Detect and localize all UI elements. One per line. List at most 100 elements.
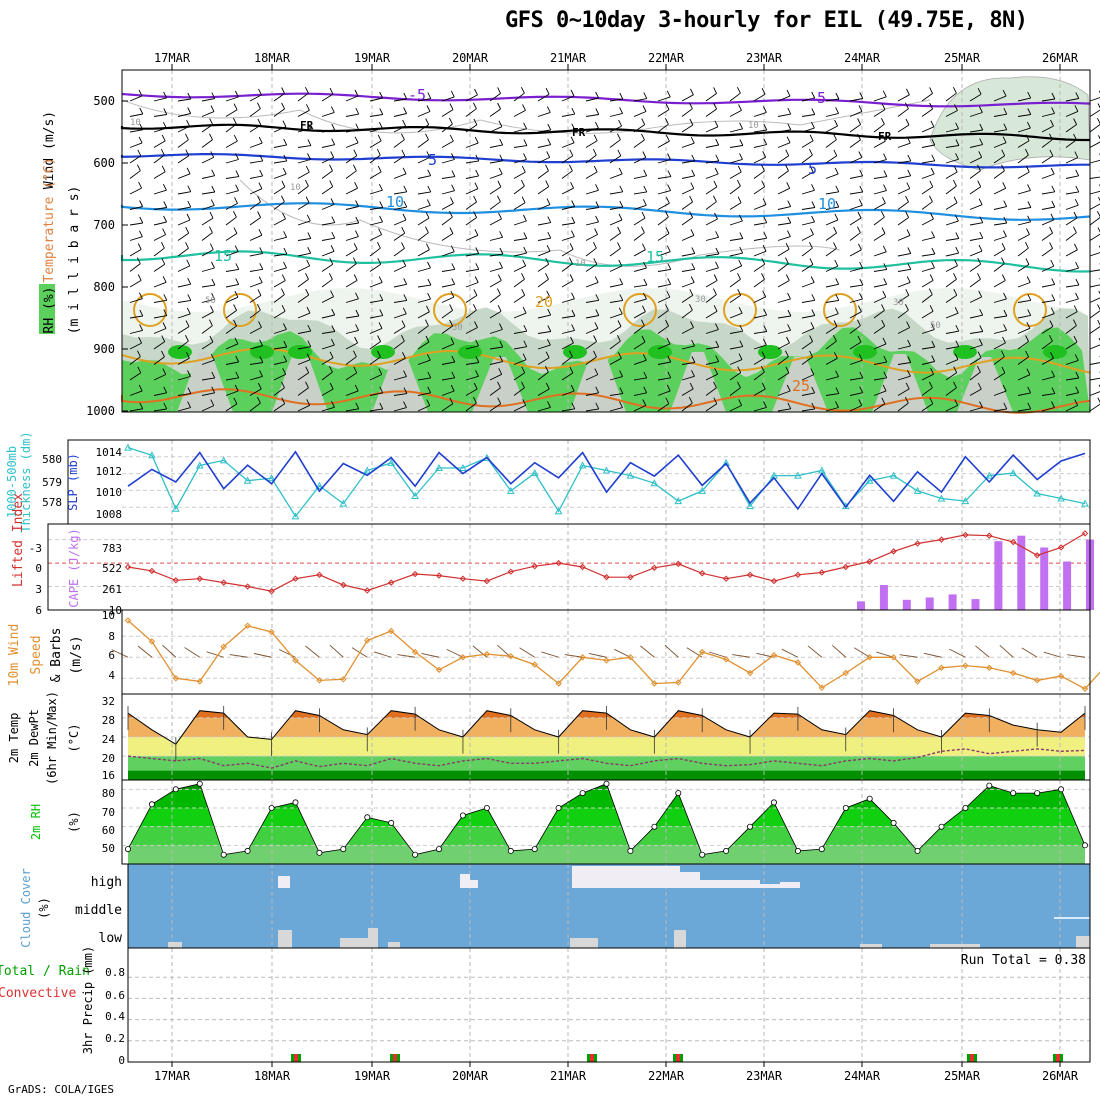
wind-barb-flag [233,134,238,142]
wind-barb [825,265,838,272]
wind-barb-flag [546,244,551,252]
wind-barb [585,299,599,303]
li-point [387,579,395,586]
wind-barb [633,232,645,241]
thickness-line [127,446,1086,518]
wind-barb-flag [955,139,960,146]
wind-barb-flag [331,231,336,239]
wind-barb [537,186,549,195]
wind-barb [537,263,549,272]
wind-barb-flag [401,149,406,157]
wind-barb-flag [305,366,310,373]
wind-barb-flag [666,337,671,345]
wind-barb [1089,310,1100,319]
wind-barb [417,405,430,412]
wind-barb [705,361,719,365]
thickness-tick: 579 [42,476,62,489]
wind-barb-flag [931,138,936,146]
wind10-barb [975,645,990,658]
cape-tick: 261 [102,583,122,596]
temp-contour-minus5 [121,92,1091,108]
wind-barb-flag [1026,368,1031,375]
temp2m-axis-label: (6hr Min/Max) [45,691,59,785]
rh2m-point [483,805,490,812]
wind-barb [177,357,190,365]
wind-barb [921,373,934,381]
wind-barb [945,110,958,117]
wind-barb [321,204,335,210]
wind-barb-flag [330,290,335,297]
wind-barb-flag [953,273,957,280]
wind-barb-flag [449,227,454,234]
temp-contour-15 [120,250,1091,273]
wind-barb-flag [329,351,334,359]
wind-barb [681,175,695,179]
wind10-point [148,638,156,645]
wind-barb [1041,299,1055,303]
wind-barb [465,188,479,195]
wind-barb [945,265,958,272]
wind-barb [969,237,983,241]
wind-barb [897,345,911,350]
rh-contour [121,99,931,134]
cloud-axis-label: Cloud Cover [19,868,33,947]
wind-barb-flag [859,278,864,286]
wind-barb [273,126,287,133]
wind-barb-flag [282,167,287,175]
wind-barb-flag [811,184,815,191]
rh2m-point [148,801,155,808]
wind-barb [153,234,166,241]
wind10-axis-label: 10m Wind [7,624,22,687]
wind-barb [513,92,525,102]
wind-barb-flag [690,321,694,328]
wind-barb-flag [354,230,359,237]
wind-barb [201,175,215,179]
wind-barb [969,250,983,257]
wind-barb-flag [571,200,576,207]
wind-barb-flag [857,243,862,251]
wind-barb-flag [211,278,216,286]
wind-barb-flag [1003,107,1008,115]
thickness-axis-label: 1000-500mb [5,446,19,518]
wind-barb [441,216,453,226]
wind-barb [201,377,215,381]
wind-barb [777,390,791,396]
wind-barb-flag [258,276,263,283]
rh2m-point [651,823,658,830]
wind-barb-flag [883,184,887,191]
wind-barb [945,312,959,319]
wind-barb [153,341,165,350]
wind-barb-flag [354,136,359,144]
contour-label: 20 [535,293,553,311]
wind-barb [297,330,311,334]
wind-barb [1017,314,1031,319]
wind-barb [873,377,887,381]
wind-barb-flag [210,399,215,406]
wind-barb-flag [1003,402,1008,410]
wind-barb [705,253,719,257]
li-point [1081,530,1089,537]
wind-barb [321,314,335,319]
wind-barb-flag [690,136,695,144]
wind-barb [465,253,479,257]
wind-barb [441,325,453,334]
wind-barb [729,372,741,381]
wind-barb-flag [715,261,719,269]
wind-barb-flag [928,195,933,202]
wind-barb-flag [906,136,911,144]
wind-barb [153,374,166,381]
wind-barb [1017,392,1031,396]
wind-barb [249,94,262,102]
wind10-point [770,651,778,659]
wind-barb-flag [1072,226,1077,233]
wind-barb [705,218,718,226]
wind-barb [465,234,479,241]
wind-barb-flag [594,276,599,283]
wind-barb-flag [978,198,983,205]
wind-barb [153,154,165,164]
wind-barb [177,232,189,241]
wind10-point [722,656,730,663]
wind-barb [1017,189,1031,195]
wind-barb-flag [857,211,862,219]
wind-barb [561,129,575,133]
